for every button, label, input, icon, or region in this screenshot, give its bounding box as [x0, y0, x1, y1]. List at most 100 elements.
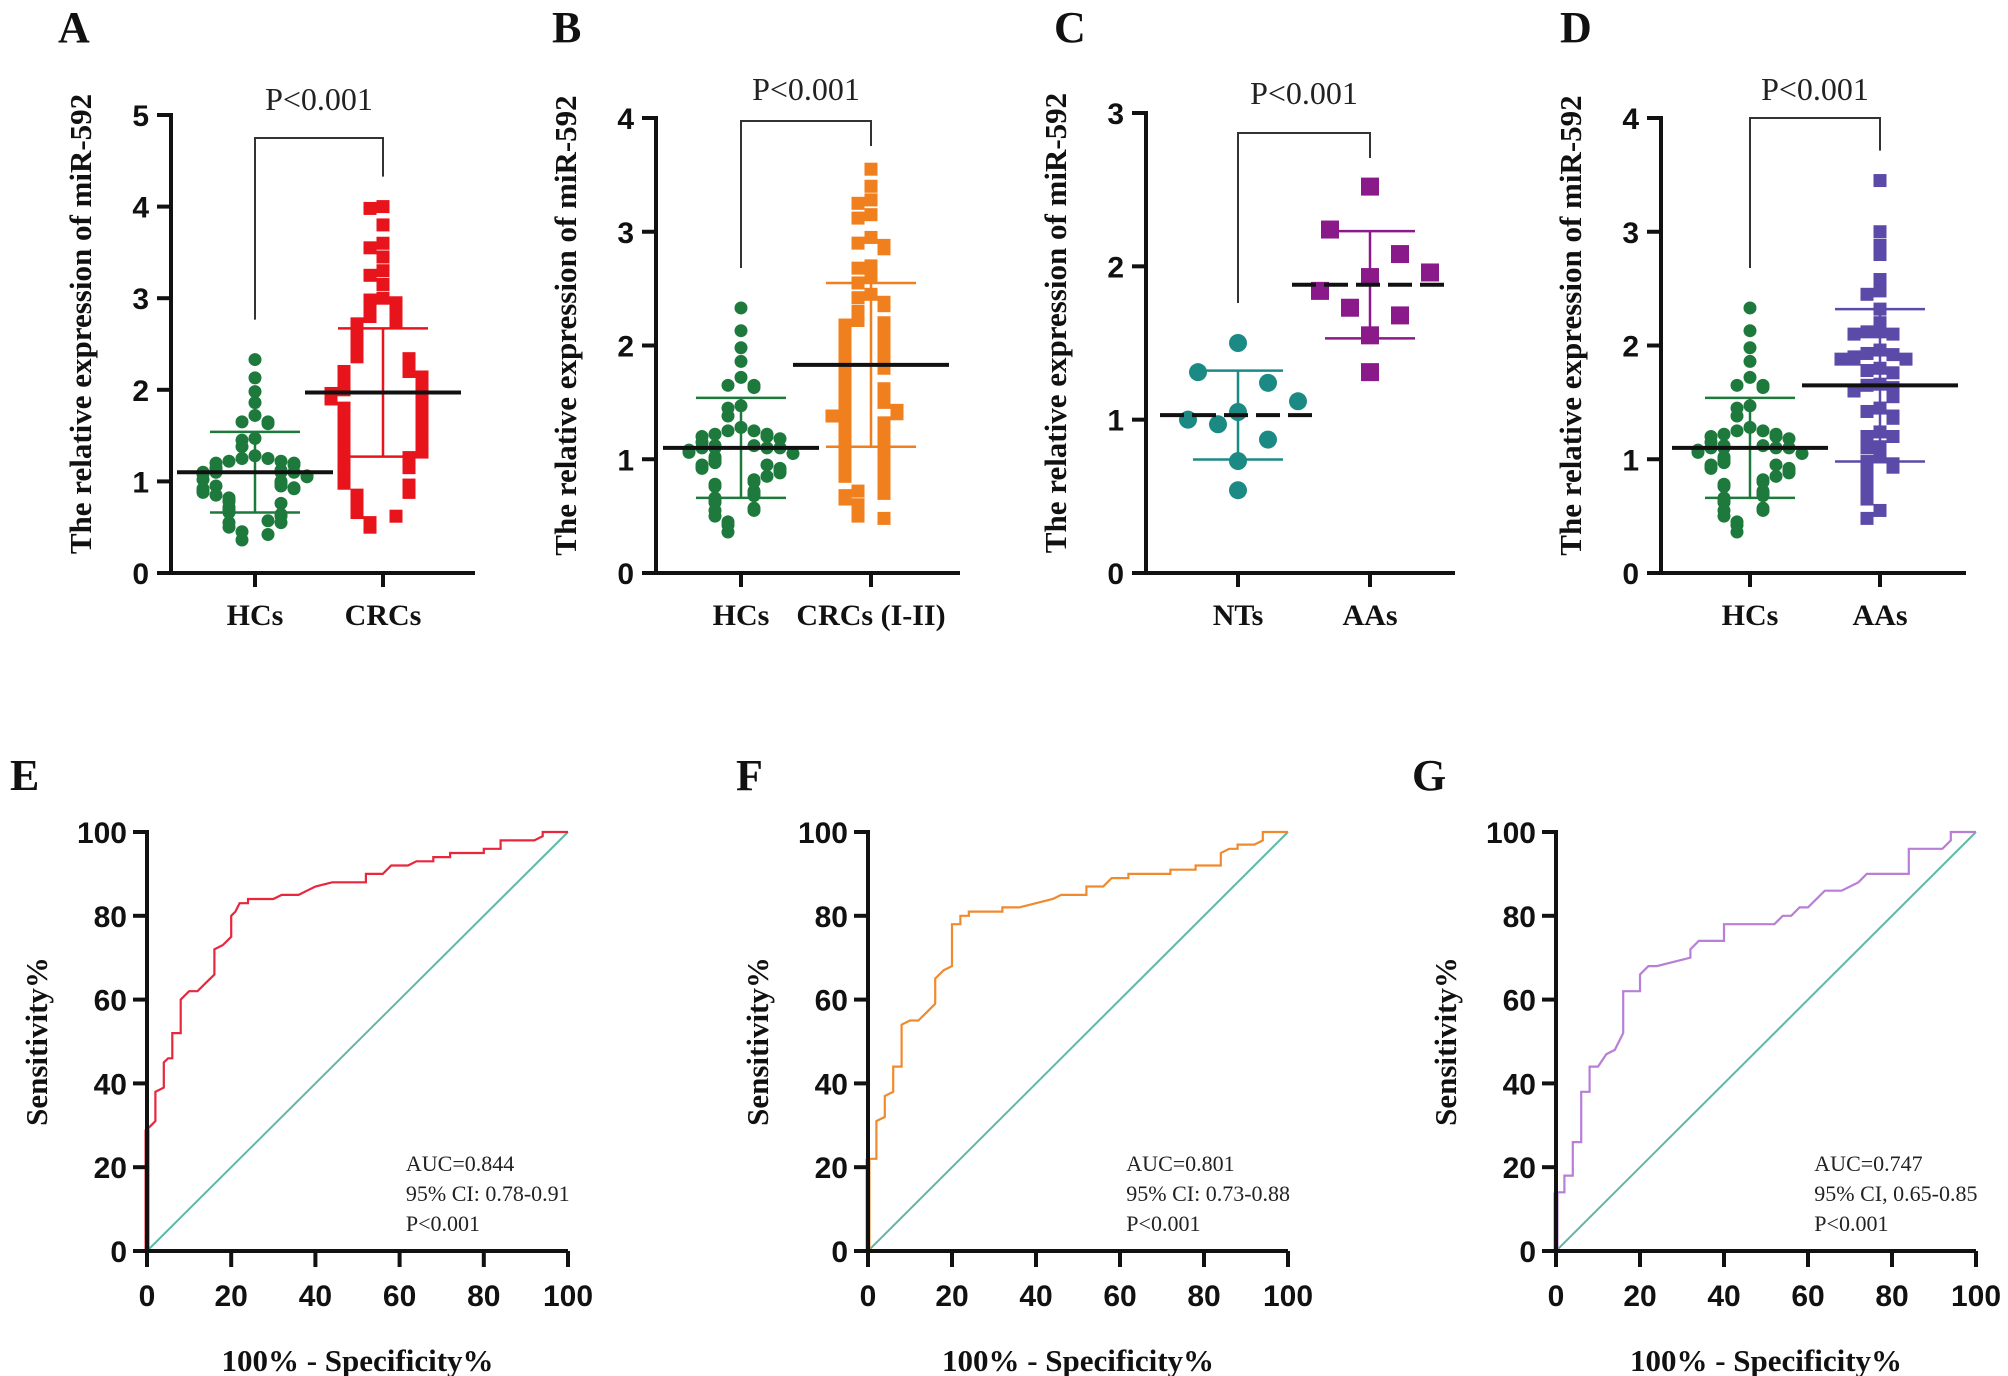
- data-point: [1229, 481, 1247, 500]
- data-point: [864, 270, 878, 284]
- y-tick-label: 2: [617, 331, 634, 364]
- data-point: [825, 409, 839, 423]
- data-point: [1782, 466, 1796, 480]
- data-point: [877, 242, 891, 256]
- data-point: [363, 310, 377, 324]
- data-point: [1361, 177, 1379, 196]
- data-point: [363, 241, 377, 255]
- data-point: [402, 461, 416, 475]
- data-point: [376, 250, 390, 264]
- data-point: [864, 179, 878, 193]
- data-point: [877, 299, 891, 313]
- y-tick-label: 4: [1622, 103, 1639, 136]
- y-tick-label: 100: [1486, 817, 1536, 850]
- x-tick-label: 40: [1707, 1280, 1740, 1313]
- stat-annotation: P<0.001: [1814, 1211, 1888, 1236]
- x-tick-label: 80: [1875, 1280, 1908, 1313]
- p-value-label: P<0.001: [265, 81, 373, 117]
- data-point: [1717, 456, 1731, 470]
- data-point: [1743, 324, 1757, 338]
- data-point: [747, 424, 761, 438]
- data-point: [721, 409, 735, 423]
- y-tick-label: 2: [132, 375, 149, 408]
- x-tick-label: 20: [1623, 1280, 1656, 1313]
- data-point: [1860, 430, 1874, 443]
- data-point: [274, 516, 288, 530]
- stat-annotation: AUC=0.747: [1814, 1151, 1922, 1176]
- y-tick-label: 1: [617, 444, 634, 477]
- data-point: [1391, 306, 1409, 325]
- data-point: [1756, 475, 1770, 489]
- stat-annotation: P<0.001: [406, 1211, 480, 1236]
- data-point: [248, 371, 262, 385]
- panel-G: G 0 20 40 60 80 100 0 20 40 60 80 100 100% - Specific…: [1412, 751, 2001, 1376]
- panel-D: D 0 1 2 3 4 The relative expression of miR-592…: [1553, 3, 1966, 632]
- data-point: [1899, 352, 1913, 366]
- data-point: [1391, 245, 1409, 264]
- data-point: [1834, 352, 1848, 366]
- y-axis-title: Sensitivity%: [1428, 957, 1463, 1126]
- data-point: [1860, 346, 1874, 360]
- y-tick-label: 100: [77, 817, 127, 850]
- panel-label: F: [736, 751, 763, 800]
- group-aas: [1292, 177, 1448, 382]
- data-point: [851, 509, 865, 523]
- y-tick-label: 80: [815, 901, 848, 934]
- group-hcs: [663, 301, 819, 539]
- panel-C: C 0 1 2 3 The relative expression of miR-592 N…: [1038, 3, 1455, 632]
- data-point: [1860, 404, 1874, 418]
- data-point: [760, 469, 774, 483]
- y-tick-label: 0: [831, 1236, 848, 1269]
- data-point: [1756, 381, 1770, 395]
- data-point: [1795, 447, 1809, 461]
- data-point: [1743, 370, 1757, 384]
- y-tick-label: 3: [617, 217, 634, 250]
- data-point: [248, 353, 262, 367]
- x-tick-label: 60: [1103, 1280, 1136, 1313]
- significance-bracket: [1749, 117, 1881, 268]
- p-value-label: P<0.001: [1761, 71, 1869, 107]
- panel-label: D: [1560, 3, 1592, 52]
- data-point: [851, 313, 865, 327]
- significance-bracket: [1237, 132, 1371, 303]
- data-point: [274, 496, 288, 510]
- data-point: [1743, 301, 1757, 315]
- x-category-label: HCs: [713, 599, 770, 632]
- significance-bracket: [740, 120, 872, 268]
- y-tick-label: 4: [617, 103, 634, 136]
- data-point: [760, 458, 774, 472]
- group-hcs: [177, 353, 333, 547]
- stat-annotation: AUC=0.844: [406, 1151, 514, 1176]
- x-tick-label: 20: [935, 1280, 968, 1313]
- data-point: [1756, 439, 1770, 453]
- x-tick-label: 20: [215, 1280, 248, 1313]
- data-point: [1860, 364, 1874, 378]
- panel-E: E 0 20 40 60 80 100 0 20 40 60 80 100 100% - Specific…: [10, 751, 593, 1376]
- data-point: [877, 511, 891, 525]
- y-tick-label: 3: [132, 283, 149, 316]
- y-tick-label: 5: [132, 100, 149, 133]
- y-tick-label: 0: [1622, 558, 1639, 591]
- x-tick-label: 40: [1019, 1280, 1052, 1313]
- x-axis-title: 100% - Specificity%: [942, 1343, 1214, 1376]
- data-point: [209, 488, 223, 502]
- y-tick-label: 60: [815, 985, 848, 1018]
- stat-annotation: 95% CI: 0.78-0.91: [406, 1181, 570, 1206]
- data-point: [708, 509, 722, 523]
- y-tick-label: 20: [815, 1152, 848, 1185]
- stat-annotation: 95% CI: 0.73-0.88: [1126, 1181, 1290, 1206]
- data-point: [721, 525, 735, 539]
- data-point: [747, 381, 761, 395]
- x-tick-label: 0: [1548, 1280, 1565, 1313]
- data-point: [838, 469, 852, 483]
- data-point: [274, 454, 288, 468]
- data-point: [1886, 390, 1900, 404]
- x-category-label: HCs: [227, 599, 284, 632]
- data-point: [350, 350, 364, 364]
- data-point: [402, 485, 416, 499]
- data-point: [389, 509, 403, 523]
- data-point: [1321, 220, 1339, 239]
- data-point: [248, 408, 262, 422]
- data-point: [721, 424, 735, 438]
- data-point: [415, 445, 429, 459]
